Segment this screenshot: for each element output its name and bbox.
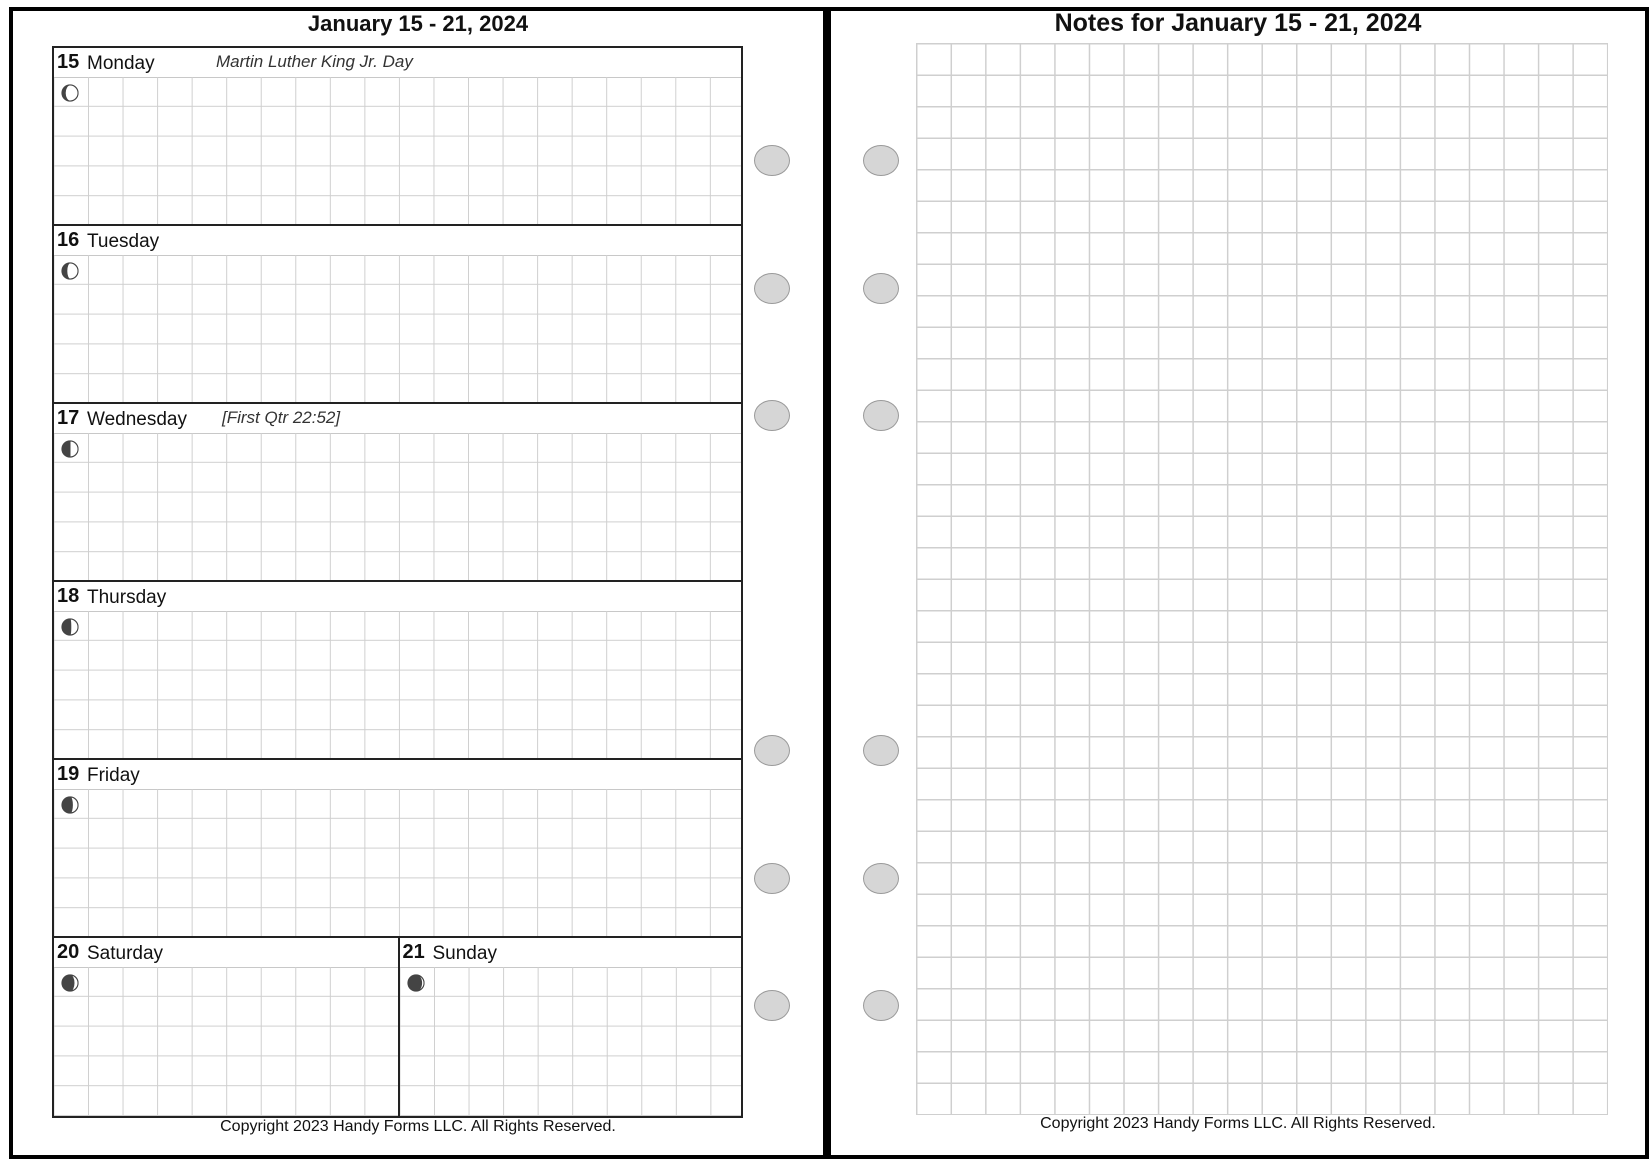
day-writing-area[interactable] <box>54 967 398 1116</box>
day-writing-area[interactable] <box>54 611 741 758</box>
left-punch-hole <box>754 273 790 304</box>
day-number: 16 <box>57 229 80 251</box>
moon-phase-icon <box>406 974 425 992</box>
moon-lit <box>69 440 79 458</box>
day-block-thursday[interactable]: 18 Thursday <box>54 582 741 760</box>
day-block-tuesday[interactable]: 16 Tuesday <box>54 226 741 404</box>
day-number: 21 <box>402 941 425 963</box>
day-block-saturday[interactable]: 20 Saturday <box>54 938 398 1116</box>
day-block-wednesday[interactable]: 17 Wednesday [First Qtr 22:52] <box>54 404 741 582</box>
day-name: Wednesday <box>87 409 187 430</box>
right-punch-hole <box>863 990 899 1021</box>
day-name: Friday <box>87 765 140 786</box>
moon-lit <box>415 974 424 992</box>
week-grid: 15 Monday Martin Luther King Jr. Day 16 Tues… <box>52 46 743 1118</box>
day-name: Monday <box>87 53 155 74</box>
moon-phase-icon <box>61 796 79 814</box>
left-punch-hole <box>754 400 790 431</box>
day-number: 15 <box>57 51 80 73</box>
left-copyright: Copyright 2023 Handy Forms LLC. All Righ… <box>220 1118 616 1135</box>
day-writing-area[interactable] <box>54 433 741 580</box>
left-punch-hole <box>754 735 790 766</box>
left-punch-hole <box>754 990 790 1021</box>
day-number: 18 <box>57 585 80 607</box>
day-header: 20 Saturday <box>54 938 398 968</box>
right-copyright: Copyright 2023 Handy Forms LLC. All Righ… <box>1040 1115 1436 1132</box>
left-punch-hole <box>754 863 790 894</box>
week-title: January 15 - 21, 2024 <box>307 11 529 36</box>
moon-phase-icon <box>61 262 79 280</box>
day-writing-area[interactable] <box>54 255 741 402</box>
day-header: 17 Wednesday [First Qtr 22:52] <box>54 404 741 434</box>
day-header: 19 Friday <box>54 760 741 790</box>
day-name: Saturday <box>87 943 164 964</box>
day-number: 19 <box>57 763 80 785</box>
right-punch-hole <box>863 735 899 766</box>
right-punch-hole <box>863 273 899 304</box>
day-block-monday[interactable]: 15 Monday Martin Luther King Jr. Day <box>54 48 741 226</box>
moon-lit <box>64 84 79 102</box>
left-punch-hole <box>754 145 790 176</box>
moon-lit <box>69 796 79 814</box>
moon-lit <box>66 262 79 280</box>
day-number: 17 <box>57 407 80 429</box>
notes-title: Notes for January 15 - 21, 2024 <box>1054 9 1422 37</box>
day-writing-area[interactable] <box>54 77 741 224</box>
day-header: 18 Thursday <box>54 582 741 612</box>
day-block-sunday[interactable]: 21 Sunday <box>397 938 741 1116</box>
day-header: 16 Tuesday <box>54 226 741 256</box>
day-name: Tuesday <box>87 231 160 252</box>
right-punch-hole <box>863 400 899 431</box>
right-punch-hole <box>863 863 899 894</box>
day-name: Thursday <box>87 587 167 608</box>
day-number: 20 <box>57 941 80 963</box>
notes-grid[interactable] <box>916 43 1608 1115</box>
day-header: 21 Sunday <box>399 938 741 968</box>
moon-lit <box>69 974 79 992</box>
day-note: Martin Luther King Jr. Day <box>216 52 413 71</box>
day-writing-area[interactable] <box>399 967 741 1116</box>
right-punch-hole <box>863 145 899 176</box>
day-name: Sunday <box>432 943 497 964</box>
moon-lit <box>69 618 79 636</box>
moon-phase-icon <box>61 440 79 458</box>
moon-phase-icon <box>61 84 79 102</box>
day-block-friday[interactable]: 19 Friday <box>54 760 741 938</box>
day-header: 15 Monday Martin Luther King Jr. Day <box>54 48 741 78</box>
day-note: [First Qtr 22:52] <box>222 408 341 427</box>
moon-phase-icon <box>61 618 79 636</box>
day-writing-area[interactable] <box>54 789 741 936</box>
moon-phase-icon <box>61 974 79 992</box>
